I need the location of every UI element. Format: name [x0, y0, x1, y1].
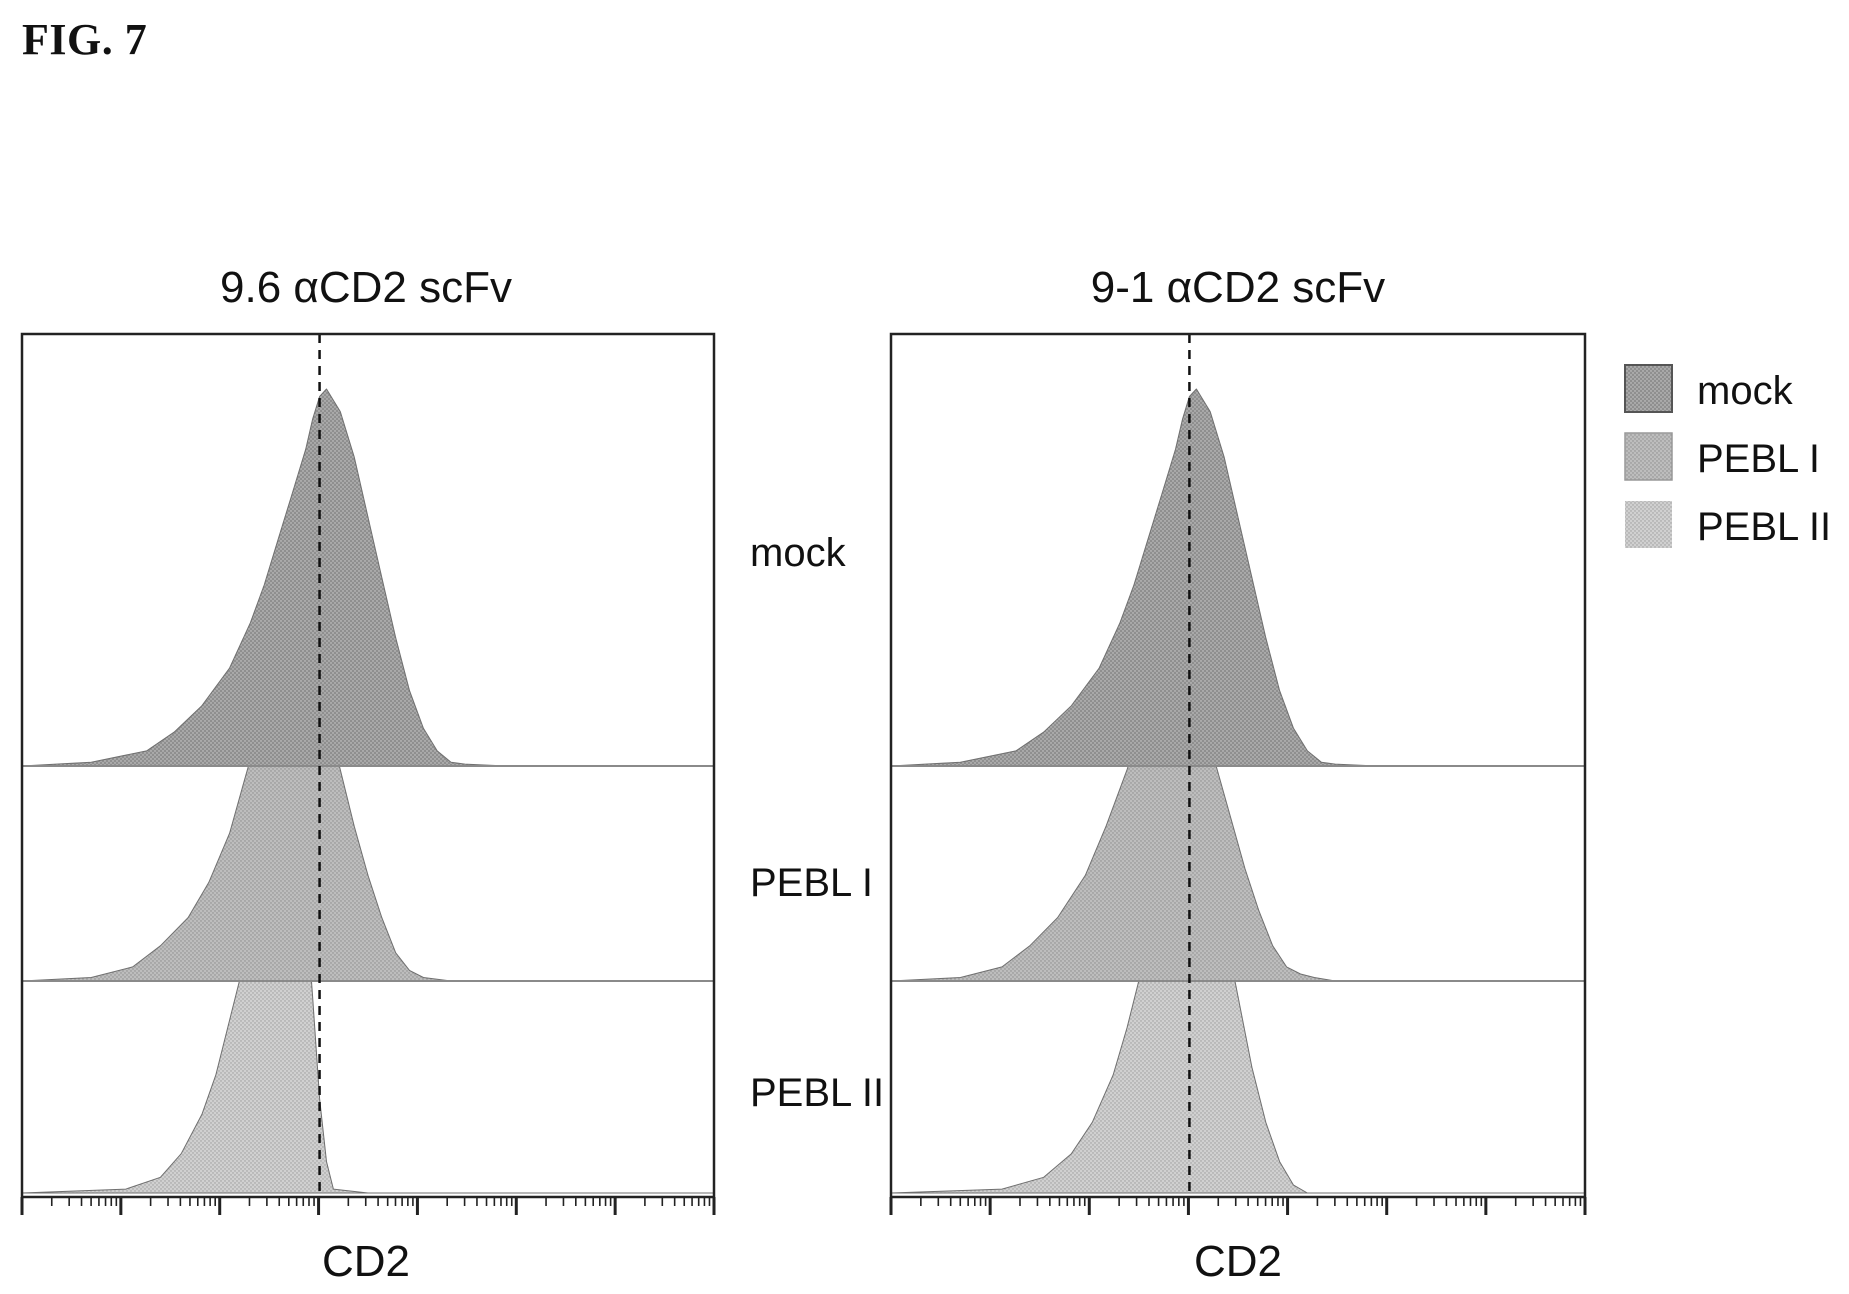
x-axis-label-left: CD2 — [322, 1237, 410, 1286]
panel-title-right: 9-1 αCD2 scFv — [1091, 263, 1385, 312]
series-areas-right — [890, 388, 1586, 1194]
x-axis-ticks-left — [20, 1197, 716, 1215]
histogram-area-mock-right — [890, 388, 1586, 767]
row-label-mock: mock — [750, 531, 847, 575]
series-areas-left — [21, 388, 715, 1194]
legend-label-pebl1: PEBL I — [1697, 437, 1820, 481]
histogram-area-pebl2-left — [21, 799, 715, 1194]
legend-swatch-pebl1 — [1624, 432, 1673, 481]
figure-label: FIG. 7 — [22, 15, 148, 64]
legend-label-mock: mock — [1697, 369, 1794, 413]
plot-frame-right — [889, 332, 1587, 1199]
row-label-pebl2: PEBL II — [750, 1071, 884, 1115]
legend-swatch-mock — [1624, 364, 1673, 413]
legend-swatch-pebl2 — [1625, 501, 1672, 548]
histogram-panel-right: 9-1 αCD2 scFv CD2 — [889, 263, 1587, 1286]
plot-frame-left — [20, 332, 716, 1199]
legend-label-pebl2: PEBL II — [1697, 505, 1831, 549]
panel-title-left: 9.6 αCD2 scFv — [220, 263, 512, 312]
x-axis-label-right: CD2 — [1194, 1237, 1282, 1286]
row-label-pebl1: PEBL I — [750, 861, 873, 905]
histogram-panel-left: 9.6 αCD2 scFv CD2 — [20, 263, 716, 1286]
histogram-area-mock-left — [21, 388, 715, 767]
x-axis-ticks-right — [889, 1197, 1587, 1215]
legend: mock PEBL I PEBL II — [1624, 364, 1831, 549]
